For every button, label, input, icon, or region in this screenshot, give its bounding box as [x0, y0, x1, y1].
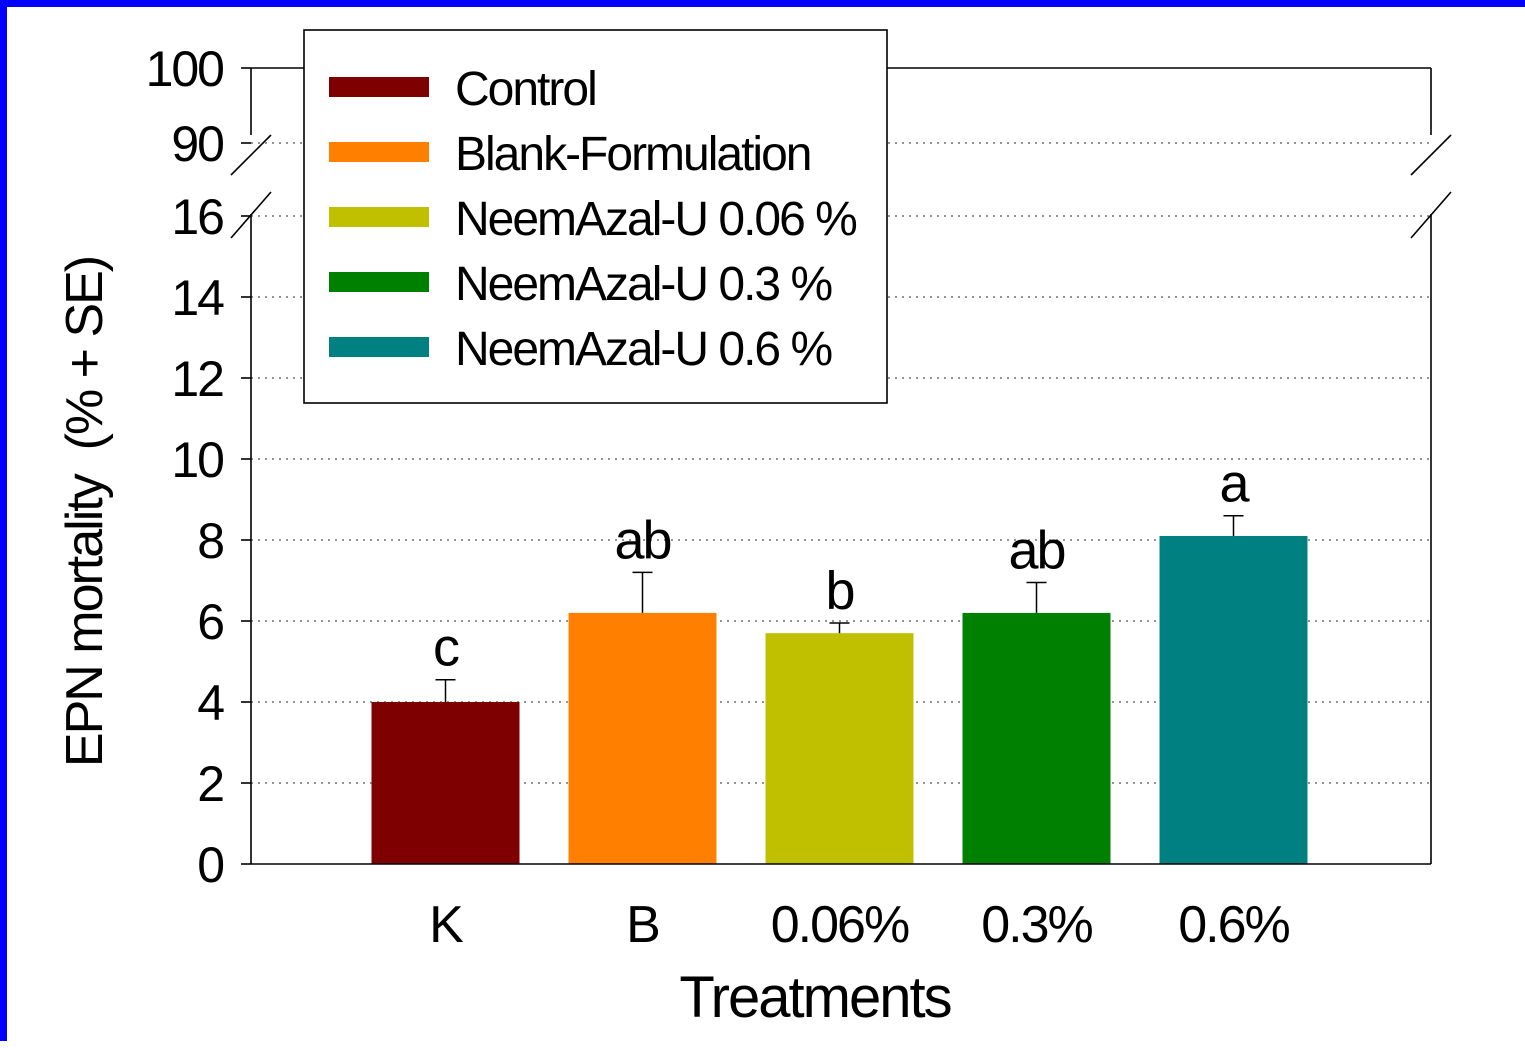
- legend-label: Blank-Formulation: [455, 128, 810, 181]
- x-tick-label: K: [429, 896, 464, 954]
- legend-swatch: [329, 337, 429, 357]
- x-tick-label: 0.06%: [771, 896, 909, 954]
- significance-letter: ab: [1008, 521, 1064, 581]
- legend-swatch: [329, 142, 429, 162]
- y-tick-label: 6: [197, 594, 223, 650]
- axis-break-mark: [230, 191, 272, 239]
- y-tick-label: 4: [197, 675, 224, 731]
- bars: c ab b ab a: [371, 454, 1308, 864]
- y-tick-label: 14: [171, 270, 224, 326]
- legend-label: NeemAzal-U 0.06 %: [455, 193, 856, 246]
- axis-break-mark: [230, 134, 272, 176]
- legend-swatch: [329, 207, 429, 227]
- x-tick-label: 0.3%: [981, 896, 1092, 954]
- y-tick-label: 12: [171, 351, 223, 407]
- significance-letter: c: [433, 618, 459, 678]
- legend-label: Control: [455, 63, 596, 116]
- bar-chart: c ab b ab a K B 0.06% 0.3% 0.6% 0 2 4 6 8 10 12 14 16 90 10…: [56, 29, 1452, 1030]
- x-tick-label: B: [626, 896, 659, 954]
- y-tick-label: 10: [171, 432, 223, 488]
- bar: [1159, 535, 1308, 864]
- y-tick-label: 8: [197, 513, 223, 569]
- legend: Control Blank-Formulation NeemAzal-U 0.06 …: [303, 29, 888, 404]
- y-tick-label: 90: [171, 116, 223, 172]
- y-tick-label: 16: [171, 189, 223, 245]
- significance-letter: a: [1219, 454, 1250, 514]
- y-tick-label: 100: [146, 41, 224, 97]
- x-tick-label: 0.6%: [1178, 896, 1289, 954]
- significance-letter: ab: [614, 510, 670, 570]
- y-axis-title: EPN mortality (% + SE): [56, 257, 114, 767]
- bar: [568, 612, 717, 864]
- legend-swatch: [329, 77, 429, 97]
- legend-label: NeemAzal-U 0.6 %: [455, 323, 831, 376]
- y-tick-label: 2: [197, 756, 223, 812]
- bar: [765, 633, 914, 864]
- legend-label: NeemAzal-U 0.3 %: [455, 258, 831, 311]
- bar: [962, 612, 1111, 864]
- bar: [371, 702, 520, 864]
- axes: K B 0.06% 0.3% 0.6% 0 2 4 6 8 10 12 14 16 90 100: [146, 41, 1452, 954]
- axis-break-mark: [1410, 134, 1452, 176]
- y-tick-label: 0: [197, 837, 223, 893]
- x-axis-title: Treatments: [679, 965, 950, 1030]
- legend-swatch: [329, 272, 429, 292]
- axis-break-mark: [1410, 191, 1452, 239]
- significance-letter: b: [825, 561, 853, 621]
